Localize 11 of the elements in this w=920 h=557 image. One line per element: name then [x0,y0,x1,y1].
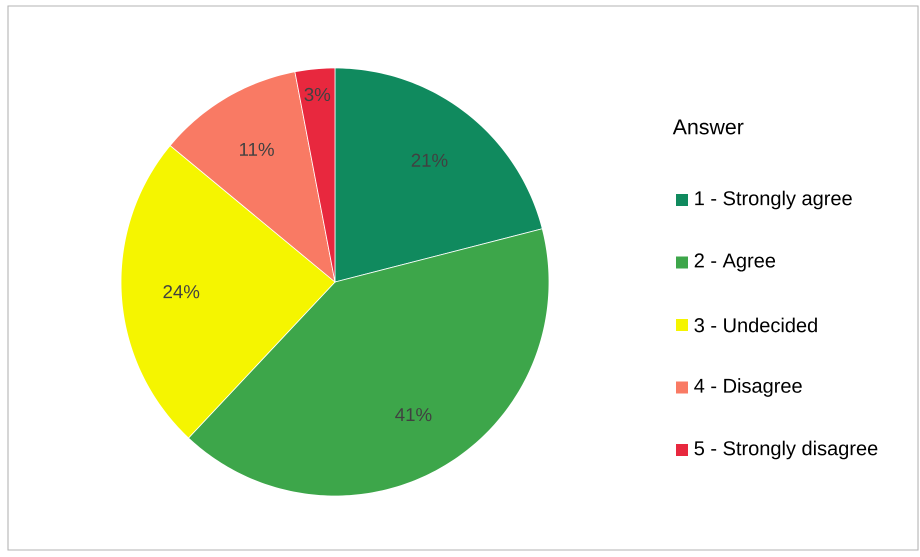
legend-label: 4 - Disagree [694,378,802,397]
data-label: 24% [163,285,200,298]
data-label: 11% [240,142,274,156]
legend-label: 2 - Agree [694,253,776,272]
legend-title: Answer [672,120,744,134]
data-label: 3% [304,88,330,102]
legend-label: 5 - Strongly disagree [694,440,878,460]
data-label: 21% [412,154,448,167]
legend-label: 1 - Strongly agree [695,190,852,210]
data-label: 41% [395,408,432,422]
legend-label: 3 - Undecided [694,318,817,332]
